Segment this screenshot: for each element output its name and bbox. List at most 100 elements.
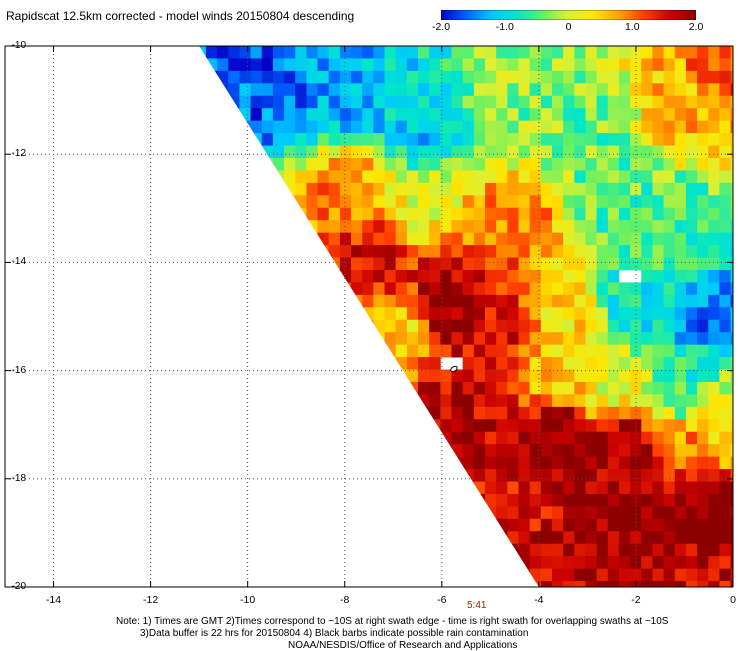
heatmap-cell bbox=[529, 394, 542, 408]
y-tick-label: -16 bbox=[11, 364, 26, 376]
heatmap-cell bbox=[205, 70, 218, 84]
heatmap-cell bbox=[418, 357, 430, 370]
heatmap-cell bbox=[317, 70, 330, 84]
heatmap-cell bbox=[674, 58, 687, 72]
x-tick-label: -10 bbox=[240, 594, 256, 606]
heatmap-cell bbox=[462, 257, 475, 271]
heatmap-cell bbox=[708, 145, 720, 159]
heatmap-cell bbox=[652, 46, 664, 59]
heatmap-cell bbox=[652, 195, 664, 209]
heatmap-cell bbox=[663, 493, 676, 507]
heatmap-cell bbox=[540, 195, 553, 209]
heatmap-cell bbox=[607, 170, 620, 184]
heatmap-cell bbox=[261, 133, 274, 146]
heatmap-cell bbox=[641, 518, 653, 532]
heatmap-cell bbox=[317, 182, 330, 196]
heatmap-cell bbox=[585, 232, 598, 246]
heatmap-cell bbox=[685, 245, 698, 258]
heatmap-cell bbox=[607, 245, 620, 258]
heatmap-cell bbox=[373, 120, 385, 134]
heatmap-cell bbox=[630, 83, 642, 97]
heatmap-cell bbox=[563, 357, 575, 370]
heatmap-cell bbox=[429, 406, 441, 420]
heatmap-cell bbox=[507, 543, 519, 557]
heatmap-cell bbox=[618, 357, 631, 370]
heatmap-cell bbox=[730, 394, 734, 408]
heatmap-cell bbox=[730, 145, 734, 159]
heatmap-cell bbox=[607, 406, 620, 420]
heatmap-cell bbox=[685, 220, 698, 234]
heatmap-cell bbox=[306, 195, 318, 209]
heatmap-cell bbox=[239, 108, 251, 122]
heatmap-cell bbox=[473, 220, 486, 234]
heatmap-cell bbox=[339, 220, 352, 234]
heatmap-cell bbox=[317, 108, 330, 122]
heatmap-cell bbox=[630, 481, 642, 495]
y-tick-label: -12 bbox=[11, 148, 26, 160]
heatmap-cell bbox=[708, 406, 720, 420]
heatmap-cell bbox=[652, 593, 664, 600]
heatmap-cell bbox=[306, 46, 318, 59]
heatmap-cell bbox=[462, 245, 475, 258]
heatmap-cell bbox=[462, 207, 475, 221]
heatmap-cell bbox=[618, 581, 631, 587]
heatmap-cell bbox=[697, 282, 709, 296]
heatmap-cell bbox=[473, 444, 486, 458]
heatmap-cell bbox=[373, 332, 385, 346]
heatmap-cell bbox=[618, 531, 631, 545]
heatmap-cell bbox=[708, 493, 720, 507]
heatmap-cell bbox=[730, 481, 734, 495]
heatmap-cell bbox=[574, 481, 586, 495]
heatmap-cell bbox=[708, 133, 720, 146]
heatmap-cell bbox=[351, 95, 363, 109]
heatmap-cell bbox=[451, 245, 464, 258]
heatmap-cell bbox=[451, 195, 464, 209]
heatmap-cell bbox=[719, 207, 731, 221]
heatmap-cell bbox=[630, 493, 642, 507]
heatmap-cell bbox=[663, 568, 676, 582]
heatmap-cell bbox=[719, 232, 731, 246]
heatmap-cell bbox=[641, 220, 653, 234]
heatmap-cell bbox=[674, 195, 687, 209]
heatmap-cell bbox=[663, 95, 676, 109]
heatmap-cell bbox=[551, 282, 564, 296]
heatmap-cell bbox=[674, 394, 687, 408]
heatmap-cell bbox=[618, 469, 631, 482]
x-tick-label: -2 bbox=[631, 594, 641, 606]
heatmap-cell bbox=[429, 145, 441, 159]
heatmap-cell bbox=[697, 133, 709, 146]
heatmap-cell bbox=[295, 46, 307, 59]
heatmap-cell bbox=[697, 568, 709, 582]
heatmap-cell bbox=[596, 220, 609, 234]
heatmap-cell bbox=[529, 232, 542, 246]
heatmap-cell bbox=[395, 245, 408, 258]
heatmap-cell bbox=[674, 182, 687, 196]
heatmap-cell bbox=[551, 332, 564, 346]
heatmap-cell bbox=[529, 245, 542, 258]
heatmap-cell bbox=[484, 406, 497, 420]
heatmap-cell bbox=[529, 369, 542, 383]
heatmap-cell bbox=[484, 332, 497, 346]
heatmap-cell bbox=[306, 133, 318, 146]
heatmap-cell bbox=[551, 195, 564, 209]
heatmap-cell bbox=[484, 444, 497, 458]
heatmap-cell bbox=[395, 46, 408, 59]
heatmap-cell bbox=[641, 319, 653, 333]
heatmap-cell bbox=[652, 245, 664, 258]
heatmap-cell bbox=[507, 207, 519, 221]
heatmap-cell bbox=[708, 593, 720, 600]
heatmap-cell bbox=[719, 133, 731, 146]
heatmap-cell bbox=[708, 83, 720, 97]
heatmap-cell bbox=[384, 307, 397, 321]
heatmap-cell bbox=[473, 344, 486, 358]
chart-title: Rapidscat 12.5km corrected - model winds… bbox=[6, 9, 355, 23]
heatmap-cell bbox=[351, 245, 363, 258]
heatmap-cell bbox=[395, 145, 408, 159]
heatmap-cell bbox=[540, 257, 553, 271]
heatmap-cell bbox=[518, 506, 531, 520]
heatmap-cell bbox=[384, 257, 397, 271]
heatmap-cell bbox=[362, 120, 374, 134]
heatmap-cell bbox=[418, 282, 430, 296]
heatmap-cell bbox=[697, 518, 709, 532]
heatmap-cell bbox=[730, 518, 734, 532]
